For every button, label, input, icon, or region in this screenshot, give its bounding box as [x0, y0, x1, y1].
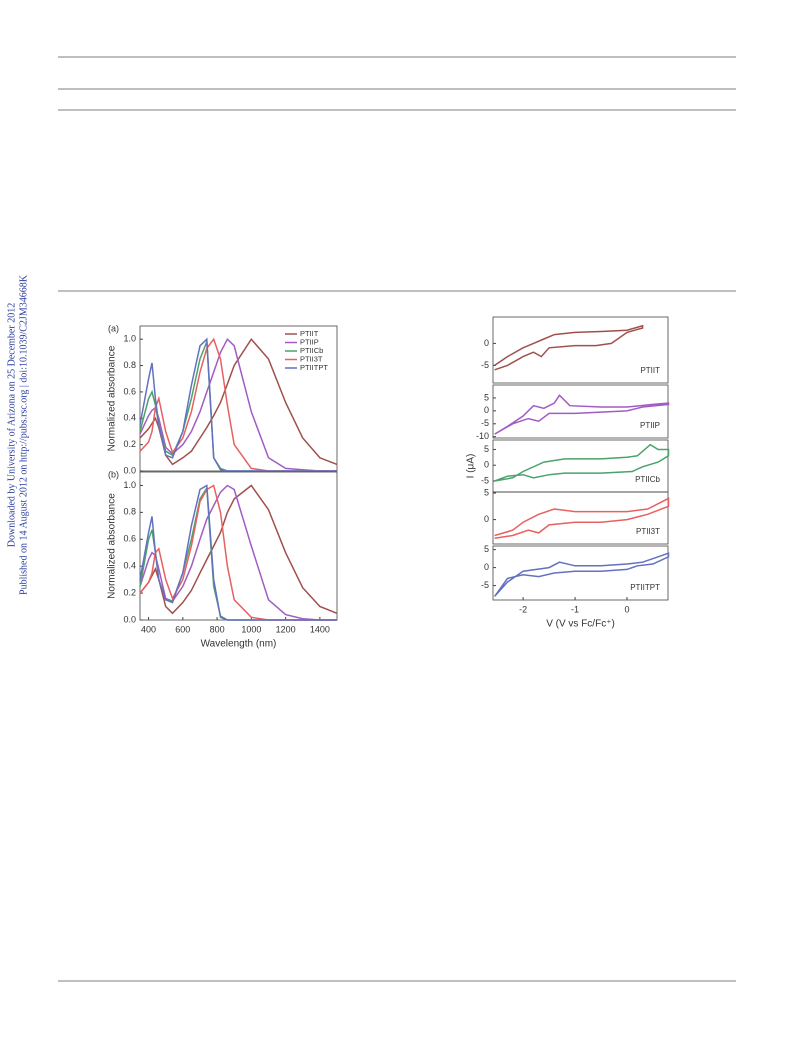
- plot-frame: [492, 316, 669, 384]
- data-line: [494, 497, 670, 539]
- y-tick-label: -5: [481, 418, 489, 428]
- data-line: [494, 324, 644, 371]
- series-label: PTIIP: [640, 421, 660, 430]
- y-axis-label: I (μA): [466, 454, 477, 479]
- y-tick-label: 5: [484, 544, 489, 554]
- x-tick-label: 0: [624, 604, 629, 614]
- series-label: PTIICb: [635, 475, 660, 484]
- x-axis-label: V (V vs Fc/Fc⁺): [546, 619, 615, 630]
- x-tick-label: -1: [571, 604, 579, 614]
- sidebar-text: Downloaded by University of Arizona on 2…: [6, 303, 17, 547]
- x-tick-label: 1400: [310, 624, 330, 634]
- y-tick-label: -5: [481, 475, 489, 485]
- data-line: [139, 484, 338, 615]
- legend-label: PTII3T: [300, 354, 323, 363]
- data-line: [139, 337, 337, 472]
- data-line: [139, 337, 338, 466]
- y-axis-label: Normalized absorbance: [107, 493, 118, 599]
- legend-label: PTIITPT: [300, 363, 328, 372]
- plot-frame: [492, 439, 669, 493]
- plot-frame: [492, 491, 669, 545]
- x-tick-label: 600: [175, 624, 190, 634]
- y-tick-label: 5: [484, 487, 489, 497]
- data-line: [494, 394, 670, 435]
- x-tick-label: 800: [210, 624, 225, 634]
- y-tick-label: 5: [484, 444, 489, 454]
- legend-label: PTIIT: [300, 329, 319, 338]
- y-tick-label: -5: [481, 360, 489, 370]
- plot-frame: [139, 471, 338, 621]
- data-line: [494, 443, 670, 482]
- y-tick-label: 0: [484, 562, 489, 572]
- y-tick-label: 1.0: [123, 334, 136, 344]
- data-line: [139, 485, 337, 621]
- series-label: PTII3T: [636, 527, 660, 536]
- y-tick-label: 0.4: [123, 561, 136, 571]
- y-tick-label: 0: [484, 514, 489, 524]
- y-tick-label: 0.2: [123, 439, 136, 449]
- y-tick-label: 0: [484, 460, 489, 470]
- y-tick-label: 0.6: [123, 534, 136, 544]
- y-tick-label: 0: [484, 405, 489, 415]
- legend-label: PTIIP: [300, 337, 319, 346]
- plot-frame: [492, 545, 669, 601]
- y-tick-label: 0.6: [123, 386, 136, 396]
- series-label: PTIITPT: [630, 583, 660, 592]
- y-axis-label: Normalized absorbance: [107, 345, 118, 451]
- x-tick-label: -2: [519, 604, 527, 614]
- sidebar-text: Published on 14 August 2012 on http://pu…: [18, 274, 29, 595]
- x-axis-label: Wavelength (nm): [201, 639, 277, 650]
- x-tick-label: 400: [141, 624, 156, 634]
- y-tick-label: 5: [484, 392, 489, 402]
- panel-label: (b): [108, 469, 119, 479]
- data-line: [493, 552, 670, 597]
- data-line: [139, 484, 337, 621]
- y-tick-label: 1.0: [123, 480, 136, 490]
- legend-label: PTIICb: [300, 346, 323, 355]
- y-tick-label: 0.4: [123, 413, 136, 423]
- y-tick-label: 0.0: [123, 614, 136, 624]
- data-line: [139, 484, 337, 621]
- y-tick-label: 0.8: [123, 360, 136, 370]
- y-tick-label: 0.8: [123, 507, 136, 517]
- y-tick-label: 0: [484, 338, 489, 348]
- panel-label: (a): [108, 323, 119, 333]
- series-label: PTIIT: [640, 366, 660, 375]
- x-tick-label: 1200: [276, 624, 296, 634]
- y-tick-label: -5: [481, 580, 489, 590]
- y-tick-label: 0.2: [123, 587, 136, 597]
- plot-frame: [492, 384, 669, 439]
- y-tick-label: 0.0: [123, 465, 136, 475]
- x-tick-label: 1000: [241, 624, 261, 634]
- y-tick-label: -10: [476, 431, 489, 441]
